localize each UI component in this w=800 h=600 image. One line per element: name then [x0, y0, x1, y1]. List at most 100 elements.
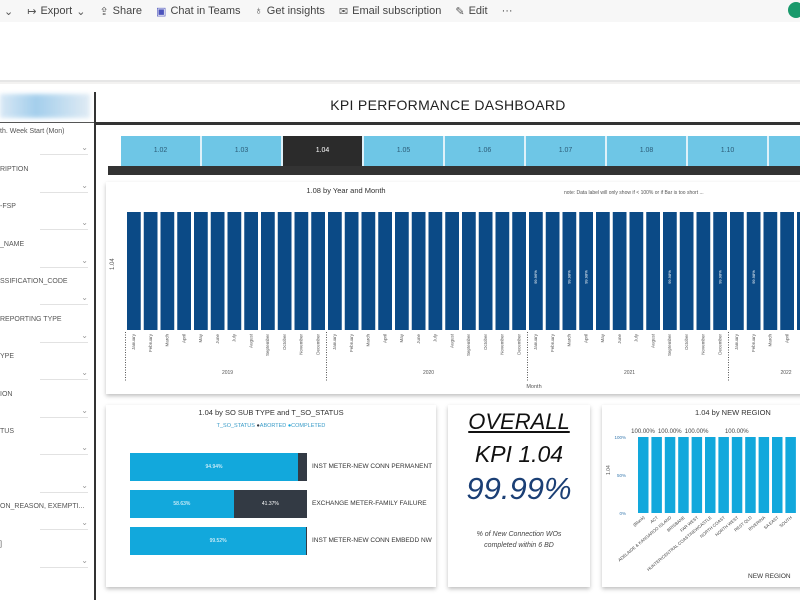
bar[interactable]: [663, 212, 677, 330]
slicer-dropdown[interactable]: ⌄: [40, 256, 88, 268]
filter-slicer[interactable]: ON_REASON, EXEMPTI... ⌄: [0, 502, 90, 536]
bar[interactable]: [629, 212, 644, 330]
tab-kpi[interactable]: 1.03: [202, 136, 283, 166]
bar[interactable]: [797, 212, 800, 330]
bar[interactable]: [244, 212, 258, 330]
bar[interactable]: [678, 437, 689, 513]
slicer-dropdown[interactable]: ⌄: [40, 406, 88, 418]
completed-segment[interactable]: 94.94%: [130, 453, 299, 481]
tab-kpi[interactable]: 1.10: [688, 136, 769, 166]
slicer-dropdown[interactable]: ⌄: [40, 331, 88, 343]
completed-segment[interactable]: 58.63%: [130, 490, 234, 518]
stacked-bar[interactable]: 99.52%: [130, 527, 307, 555]
bar[interactable]: [277, 212, 292, 330]
filter-slicer[interactable]: th. Week Start (Mon) ⌄: [0, 127, 90, 161]
bar[interactable]: [512, 212, 526, 330]
bar[interactable]: [529, 212, 543, 330]
bar[interactable]: [718, 437, 729, 513]
bar[interactable]: [638, 437, 649, 513]
filter-slicer[interactable]: RIPTION ⌄: [0, 165, 90, 199]
bar[interactable]: [785, 437, 796, 513]
more-options-button[interactable]: ···: [501, 5, 513, 17]
filter-slicer[interactable]: _NAME ⌄: [0, 240, 90, 274]
bar[interactable]: [395, 212, 409, 330]
slicer-dropdown[interactable]: ⌄: [40, 293, 88, 305]
bar[interactable]: [445, 212, 459, 330]
completed-segment[interactable]: 99.52%: [130, 527, 307, 555]
slicer-dropdown[interactable]: ⌄: [40, 218, 88, 230]
bar[interactable]: [143, 212, 158, 330]
filter-slicer[interactable]: TUS ⌄: [0, 427, 90, 461]
bar[interactable]: [495, 212, 510, 330]
bar[interactable]: [160, 212, 175, 330]
bar[interactable]: [696, 212, 711, 330]
bar[interactable]: [763, 212, 778, 330]
bar[interactable]: [612, 212, 627, 330]
bar[interactable]: [344, 212, 359, 330]
bar[interactable]: [428, 212, 443, 330]
share-button[interactable]: ⇪ Share: [99, 5, 143, 18]
filter-slicer[interactable]: ] ⌄: [0, 540, 90, 574]
bar[interactable]: [127, 212, 141, 330]
filter-slicer[interactable]: REPORTING TYPE ⌄: [0, 315, 90, 349]
aborted-segment[interactable]: 41.37%: [233, 490, 307, 518]
bar[interactable]: [462, 212, 476, 330]
filter-slicer[interactable]: ⌄: [0, 465, 90, 499]
aborted-segment[interactable]: [298, 453, 307, 481]
chat-in-teams-button[interactable]: ▣ Chat in Teams: [156, 5, 241, 18]
bar[interactable]: [746, 212, 761, 330]
bar[interactable]: [227, 212, 242, 330]
bar[interactable]: [311, 212, 325, 330]
bar[interactable]: [731, 437, 743, 513]
tab-kpi[interactable]: 1.08: [607, 136, 688, 166]
bar[interactable]: [177, 212, 191, 330]
slicer-dropdown[interactable]: ⌄: [40, 518, 88, 530]
bar[interactable]: [705, 437, 716, 513]
slicer-dropdown[interactable]: ⌄: [40, 443, 88, 455]
legend-item-aborted[interactable]: ABORTED: [259, 423, 287, 429]
bar[interactable]: [378, 212, 392, 330]
bar[interactable]: [328, 212, 342, 330]
bar[interactable]: [679, 212, 694, 330]
bar[interactable]: [664, 437, 676, 513]
bar[interactable]: [651, 437, 662, 513]
slicer-dropdown[interactable]: ⌄: [40, 556, 88, 568]
bar[interactable]: [478, 212, 493, 330]
bar[interactable]: [562, 212, 577, 330]
filter-slicer[interactable]: ION ⌄: [0, 390, 90, 424]
export-button[interactable]: ↦ Export ⌄: [27, 5, 86, 18]
bar[interactable]: [780, 212, 794, 330]
bar[interactable]: [545, 212, 560, 330]
tab-kpi[interactable]: 1.07: [526, 136, 607, 166]
bar[interactable]: [210, 212, 225, 330]
bar[interactable]: [691, 437, 703, 513]
bar[interactable]: [745, 437, 756, 513]
bar[interactable]: [730, 212, 744, 330]
tab-kpi[interactable]: [769, 136, 800, 166]
filter-slicer[interactable]: SSIFICATION_CODE ⌄: [0, 277, 90, 311]
tab-kpi[interactable]: 1.05: [364, 136, 445, 166]
avatar[interactable]: [788, 2, 800, 18]
bar[interactable]: [294, 212, 309, 330]
bar[interactable]: [596, 212, 610, 330]
tab-kpi[interactable]: 1.06: [445, 136, 526, 166]
bar[interactable]: [194, 212, 208, 330]
tab-kpi-selected[interactable]: 1.04: [283, 136, 364, 166]
filter-slicer[interactable]: YPE ⌄: [0, 352, 90, 386]
slicer-dropdown[interactable]: ⌄: [40, 181, 88, 193]
legend-item-completed[interactable]: COMPLETED: [291, 423, 326, 429]
bar[interactable]: [579, 212, 593, 330]
bar[interactable]: [411, 212, 426, 330]
bar[interactable]: [713, 212, 727, 330]
bar[interactable]: [758, 437, 770, 513]
aborted-segment[interactable]: [306, 527, 307, 555]
filter-slicer[interactable]: -FSP ⌄: [0, 202, 90, 236]
stacked-bar[interactable]: 58.63% 41.37%: [130, 490, 307, 518]
stacked-bar[interactable]: 94.94%: [130, 453, 307, 481]
bar[interactable]: [361, 212, 376, 330]
slicer-dropdown[interactable]: ⌄: [40, 368, 88, 380]
email-subscription-button[interactable]: ✉ Email subscription: [338, 5, 442, 18]
get-insights-button[interactable]: ♁ Get insights: [254, 5, 325, 17]
slicer-dropdown[interactable]: ⌄: [40, 481, 88, 493]
slicer-dropdown[interactable]: ⌄: [40, 143, 88, 155]
